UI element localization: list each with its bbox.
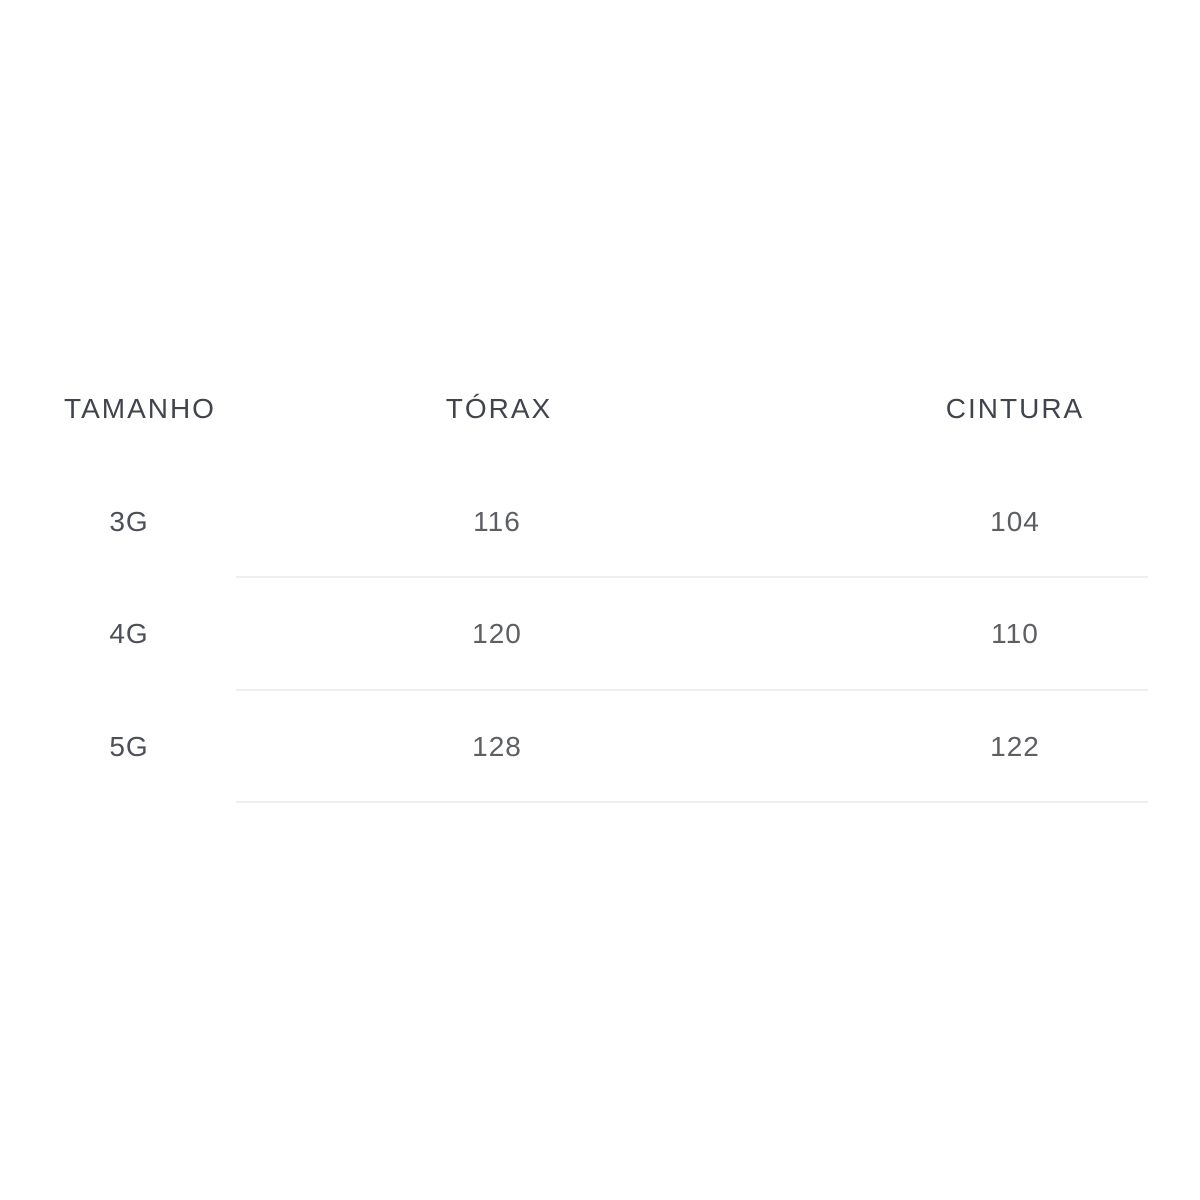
column-header-cintura: CINTURA <box>945 393 1085 425</box>
torax-cell: 116 <box>473 505 521 537</box>
table-row-5g: 5G 128 122 <box>0 691 1200 804</box>
table-row-3g: 3G 116 104 <box>0 466 1200 579</box>
size-cell: 5G <box>109 730 149 762</box>
size-chart-table: TAMANHO TÓRAX CINTURA 3G 116 104 4G 120 … <box>0 353 1200 803</box>
size-cell: 3G <box>109 505 149 537</box>
cintura-cell: 110 <box>991 618 1039 650</box>
cintura-cell: 104 <box>990 505 1040 537</box>
column-header-tamanho: TAMANHO <box>64 393 216 425</box>
torax-cell: 128 <box>472 730 522 762</box>
table-header-row: TAMANHO TÓRAX CINTURA <box>0 353 1200 466</box>
column-header-torax: TÓRAX <box>445 393 553 425</box>
size-cell: 4G <box>109 618 149 650</box>
cintura-cell: 122 <box>990 730 1040 762</box>
table-row-4g: 4G 120 110 <box>0 578 1200 691</box>
torax-cell: 120 <box>472 618 522 650</box>
